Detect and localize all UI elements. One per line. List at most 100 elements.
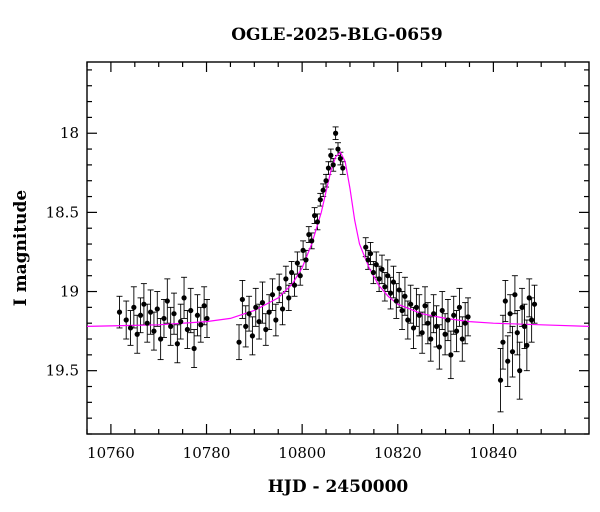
x-tick-label: 10780: [183, 444, 231, 462]
data-point: [436, 344, 442, 350]
data-point: [425, 320, 431, 326]
model-curve: [86, 151, 590, 327]
data-point: [507, 311, 513, 317]
data-point: [127, 325, 134, 331]
data-point: [191, 345, 197, 352]
data-points: [116, 130, 538, 383]
data-point: [365, 257, 371, 263]
data-point: [456, 304, 463, 310]
axis-ticks: [86, 62, 589, 435]
data-point: [419, 330, 425, 336]
data-point: [283, 276, 289, 282]
data-point: [266, 309, 272, 315]
data-point: [382, 284, 388, 290]
data-point: [256, 319, 262, 325]
data-point: [333, 130, 339, 136]
data-point: [300, 247, 306, 253]
data-point: [512, 292, 518, 298]
data-point: [158, 336, 164, 342]
data-point: [531, 301, 538, 307]
data-point: [269, 292, 276, 298]
x-tick-label: 10840: [470, 444, 518, 462]
data-point: [311, 212, 318, 219]
data-point: [337, 155, 343, 162]
data-point: [320, 187, 326, 193]
data-point: [131, 304, 137, 310]
chart-title: OGLE-2025-BLG-0659: [231, 25, 443, 45]
data-point: [306, 231, 312, 238]
data-point: [431, 311, 437, 317]
data-point: [393, 298, 399, 304]
data-point: [390, 279, 397, 285]
data-point: [263, 326, 269, 333]
y-tick-label: 18: [60, 124, 79, 142]
tick-labels: 10760 10780 10800 10820 10840 18 18.5 19 19.5: [46, 124, 518, 462]
data-point: [243, 323, 249, 329]
data-point: [289, 269, 295, 276]
data-point: [367, 250, 374, 257]
data-point: [178, 319, 184, 325]
data-point: [402, 293, 408, 299]
y-tick-label: 18.5: [46, 203, 79, 221]
data-point: [286, 295, 292, 301]
data-point: [174, 341, 180, 347]
data-point: [168, 323, 174, 329]
x-tick-label: 10820: [374, 444, 422, 462]
data-point: [171, 311, 177, 317]
data-point: [521, 323, 528, 329]
data-point: [291, 282, 298, 288]
data-point: [154, 306, 160, 312]
data-point: [161, 315, 167, 322]
data-point: [194, 312, 201, 318]
data-point: [505, 358, 511, 364]
x-tick-label: 10800: [278, 444, 326, 462]
data-point: [408, 301, 414, 307]
data-point: [273, 317, 279, 323]
data-point: [134, 331, 140, 337]
data-point: [379, 266, 385, 272]
data-point: [239, 296, 245, 303]
data-point: [428, 336, 434, 342]
data-point: [363, 244, 369, 250]
data-point: [445, 317, 451, 323]
data-point: [246, 311, 252, 317]
data-point: [462, 320, 468, 326]
data-point: [416, 312, 422, 318]
data-point: [370, 269, 376, 276]
data-point: [524, 342, 530, 348]
data-point: [410, 325, 417, 331]
data-point: [413, 304, 420, 310]
data-point: [137, 312, 144, 318]
data-point: [399, 307, 405, 314]
data-point: [497, 377, 504, 383]
data-point: [502, 298, 508, 304]
data-point: [442, 331, 448, 337]
data-point: [276, 285, 282, 291]
data-point: [141, 301, 147, 307]
y-tick-label: 19.5: [46, 362, 79, 380]
data-point: [526, 295, 532, 301]
data-point: [204, 315, 210, 322]
data-point: [459, 336, 465, 342]
data-point: [422, 303, 428, 309]
data-point: [439, 307, 445, 314]
data-point: [451, 312, 457, 318]
data-point: [181, 295, 187, 301]
data-point: [294, 260, 300, 266]
data-point: [517, 368, 523, 374]
data-point: [164, 298, 170, 304]
data-point: [249, 333, 256, 339]
data-point: [317, 197, 323, 203]
data-point: [147, 309, 154, 315]
data-point: [144, 320, 150, 326]
data-point: [236, 339, 242, 345]
data-point: [151, 328, 157, 334]
data-point: [314, 219, 321, 225]
data-point: [123, 317, 129, 323]
data-point: [376, 276, 382, 282]
data-point: [201, 303, 207, 309]
data-point: [514, 330, 520, 336]
data-point: [465, 314, 471, 320]
data-point: [297, 273, 303, 279]
